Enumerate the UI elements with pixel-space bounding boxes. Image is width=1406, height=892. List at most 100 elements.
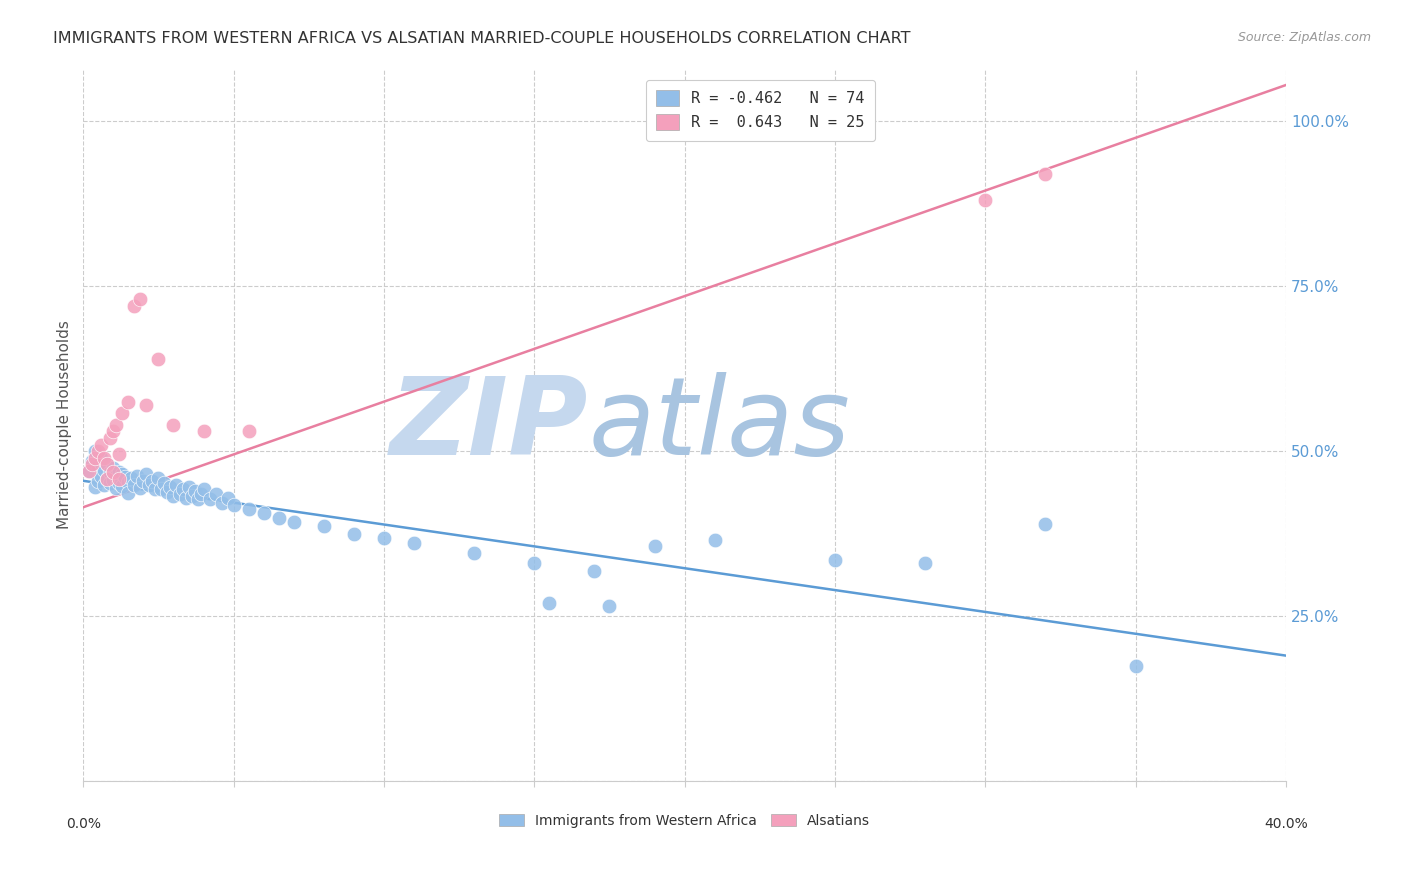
Point xyxy=(124,299,146,313)
Point xyxy=(204,487,226,501)
Point xyxy=(703,533,725,548)
Point xyxy=(105,481,128,495)
Point xyxy=(127,469,149,483)
Point xyxy=(132,474,155,488)
Point xyxy=(193,483,215,497)
Point xyxy=(90,437,112,451)
Point xyxy=(96,472,118,486)
Point xyxy=(141,474,163,488)
Point xyxy=(145,483,167,497)
Point xyxy=(463,546,485,560)
Point xyxy=(103,425,125,439)
Point xyxy=(111,467,134,482)
Point xyxy=(124,478,146,492)
Point xyxy=(98,431,121,445)
Point xyxy=(1035,167,1057,181)
Point xyxy=(598,599,620,614)
Point xyxy=(108,472,131,486)
Point xyxy=(138,478,160,492)
Point xyxy=(117,395,139,409)
Point xyxy=(87,444,110,458)
Point xyxy=(96,472,118,486)
Point xyxy=(156,485,179,500)
Point xyxy=(84,480,107,494)
Legend: Immigrants from Western Africa, Alsatians: Immigrants from Western Africa, Alsatian… xyxy=(492,806,877,835)
Text: Source: ZipAtlas.com: Source: ZipAtlas.com xyxy=(1237,31,1371,45)
Point xyxy=(103,461,125,475)
Point xyxy=(153,476,176,491)
Point xyxy=(914,556,936,570)
Point xyxy=(238,502,260,516)
Point xyxy=(166,478,188,492)
Point xyxy=(183,483,205,498)
Point xyxy=(162,417,184,432)
Point xyxy=(84,444,107,458)
Point xyxy=(343,526,366,541)
Point xyxy=(120,470,142,484)
Point xyxy=(312,519,335,533)
Point xyxy=(150,482,173,496)
Point xyxy=(159,480,181,494)
Point xyxy=(103,473,125,487)
Point xyxy=(198,491,221,506)
Text: 0.0%: 0.0% xyxy=(66,817,101,831)
Point xyxy=(114,470,136,484)
Point xyxy=(111,479,134,493)
Point xyxy=(98,465,121,479)
Point xyxy=(193,425,215,439)
Point xyxy=(79,464,101,478)
Text: IMMIGRANTS FROM WESTERN AFRICA VS ALSATIAN MARRIED-COUPLE HOUSEHOLDS CORRELATION: IMMIGRANTS FROM WESTERN AFRICA VS ALSATI… xyxy=(53,31,911,46)
Point xyxy=(169,487,191,501)
Point xyxy=(177,480,200,494)
Point xyxy=(180,489,202,503)
Point xyxy=(523,556,546,570)
Point xyxy=(644,539,666,553)
Point xyxy=(373,531,395,545)
Point xyxy=(253,506,276,520)
Point xyxy=(172,483,194,497)
Point xyxy=(1035,516,1057,531)
Point xyxy=(211,495,233,509)
Point xyxy=(105,468,128,483)
Point xyxy=(135,398,157,412)
Point xyxy=(82,454,104,468)
Point xyxy=(238,425,260,439)
Point xyxy=(90,450,112,465)
Point xyxy=(1125,658,1147,673)
Point xyxy=(90,469,112,483)
Y-axis label: Married-couple Households: Married-couple Households xyxy=(58,320,72,529)
Point xyxy=(402,536,425,550)
Point xyxy=(217,491,239,505)
Point xyxy=(148,470,170,484)
Point xyxy=(538,596,561,610)
Point xyxy=(129,481,152,495)
Point xyxy=(974,194,997,208)
Point xyxy=(96,458,118,472)
Point xyxy=(93,450,115,465)
Point xyxy=(190,487,212,501)
Point xyxy=(93,478,115,492)
Point xyxy=(117,486,139,500)
Point xyxy=(129,293,152,307)
Point xyxy=(267,510,290,524)
Point xyxy=(187,492,209,507)
Point xyxy=(117,475,139,490)
Point xyxy=(82,458,104,472)
Point xyxy=(79,464,101,478)
Point xyxy=(174,491,197,505)
Point xyxy=(105,417,128,432)
Point xyxy=(283,516,305,530)
Point xyxy=(108,465,131,479)
Point xyxy=(96,458,118,472)
Point xyxy=(135,467,157,482)
Point xyxy=(103,465,125,479)
Point xyxy=(148,351,170,366)
Point xyxy=(84,450,107,465)
Point xyxy=(108,476,131,491)
Text: 40.0%: 40.0% xyxy=(1264,817,1308,831)
Point xyxy=(824,553,846,567)
Point xyxy=(93,463,115,477)
Point xyxy=(583,564,606,578)
Point xyxy=(87,474,110,488)
Text: ZIP: ZIP xyxy=(389,372,589,478)
